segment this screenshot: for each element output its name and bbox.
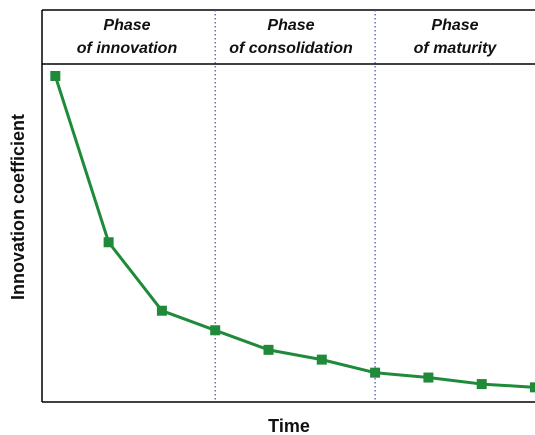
phase-label-innovation: Phase of innovation [77, 17, 178, 57]
phase-2-subtitle: of consolidation [229, 40, 353, 57]
data-point-9 [476, 379, 487, 390]
phase-label-consolidation: Phase of consolidation [229, 17, 353, 57]
phase-label-maturity: Phase of maturity [414, 17, 498, 57]
data-point-2 [103, 237, 114, 248]
phase-3-subtitle: of maturity [414, 40, 498, 57]
phase-2-title: Phase [267, 17, 314, 34]
data-point-5 [263, 344, 274, 355]
data-point-3 [156, 305, 167, 316]
phase-3-title: Phase [431, 17, 478, 34]
phase-1-subtitle: of innovation [77, 40, 178, 57]
data-point-7 [370, 367, 381, 378]
series-innovation-coefficient [50, 71, 535, 393]
data-point-4 [210, 325, 221, 336]
data-point-1 [50, 71, 61, 81]
x-axis-title: Time [268, 416, 310, 435]
phase-1-title: Phase [103, 17, 150, 34]
phase-dividers [214, 10, 376, 402]
series-line [53, 75, 535, 389]
data-point-10 [530, 382, 535, 393]
data-point-8 [423, 372, 434, 383]
y-axis-title: Innovation coefficient [8, 114, 28, 300]
data-point-6 [316, 354, 327, 365]
